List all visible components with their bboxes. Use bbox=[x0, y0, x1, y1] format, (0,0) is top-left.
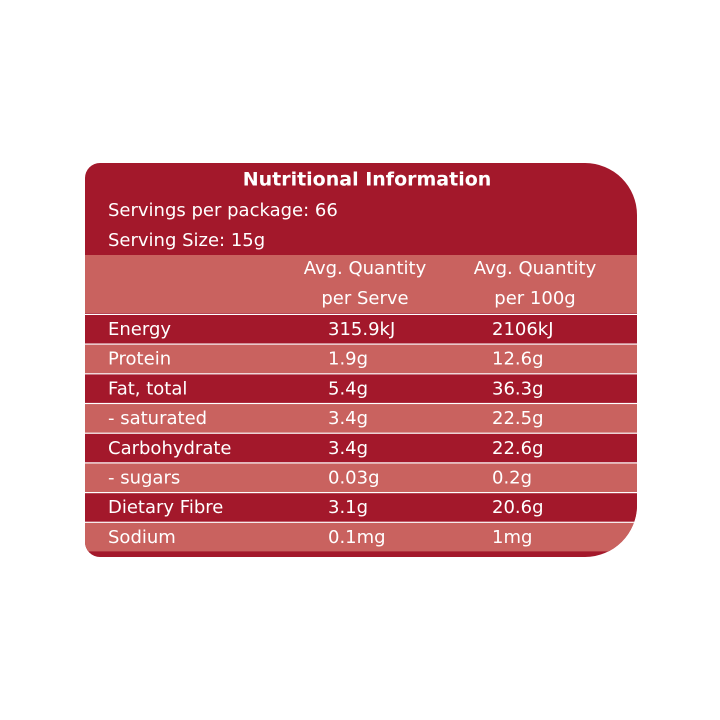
cell-value: 1mg bbox=[492, 527, 532, 548]
row-label: - saturated bbox=[108, 408, 207, 429]
cell-value: 22.5g bbox=[492, 408, 544, 429]
servings-per-package: Servings per package: 66 bbox=[108, 200, 338, 221]
card bbox=[85, 163, 637, 557]
row-gap bbox=[85, 402, 637, 405]
header-band bbox=[85, 255, 637, 313]
cell-value: 3.1g bbox=[328, 497, 368, 518]
row-label: Energy bbox=[108, 319, 171, 340]
cell-value: 1.9g bbox=[328, 349, 368, 370]
serving-size: Serving Size: 15g bbox=[108, 230, 265, 251]
row-band bbox=[85, 463, 637, 492]
row-band bbox=[85, 344, 637, 374]
row-gap bbox=[85, 492, 637, 494]
cell-value: 0.1mg bbox=[328, 527, 386, 548]
row-label: Sodium bbox=[108, 527, 176, 548]
cell-value: 22.6g bbox=[492, 438, 544, 459]
row-gap bbox=[85, 373, 637, 375]
column-header: per 100g bbox=[494, 288, 575, 309]
title: Nutritional Information bbox=[243, 169, 492, 191]
row-label: - sugars bbox=[108, 468, 180, 489]
row-band bbox=[85, 433, 637, 463]
row-band bbox=[85, 374, 637, 403]
cell-value: 0.2g bbox=[492, 468, 532, 489]
cell-value: 5.4g bbox=[328, 378, 368, 399]
row-label: Dietary Fibre bbox=[108, 497, 223, 518]
cell-value: 2106kJ bbox=[492, 319, 554, 340]
row-gap bbox=[85, 462, 637, 464]
row-band bbox=[85, 315, 637, 344]
column-header: Avg. Quantity bbox=[474, 258, 597, 279]
row-gap bbox=[85, 521, 637, 523]
cell-value: 36.3g bbox=[492, 378, 544, 399]
cell-value: 3.4g bbox=[328, 408, 368, 429]
cell-value: 0.03g bbox=[328, 468, 380, 489]
row-gap bbox=[85, 432, 637, 434]
column-header: per Serve bbox=[321, 288, 408, 309]
cell-value: 20.6g bbox=[492, 497, 544, 518]
row-label: Carbohydrate bbox=[108, 438, 232, 459]
row-band bbox=[85, 522, 637, 552]
cell-value: 315.9kJ bbox=[328, 319, 395, 340]
row-gap bbox=[85, 343, 637, 345]
row-label: Protein bbox=[108, 349, 171, 370]
row-label: Fat, total bbox=[108, 378, 187, 399]
row-band bbox=[85, 493, 637, 522]
column-header: Avg. Quantity bbox=[304, 258, 427, 279]
cell-value: 3.4g bbox=[328, 438, 368, 459]
cell-value: 12.6g bbox=[492, 349, 544, 370]
row-band bbox=[85, 404, 637, 433]
row-gap bbox=[85, 313, 637, 315]
